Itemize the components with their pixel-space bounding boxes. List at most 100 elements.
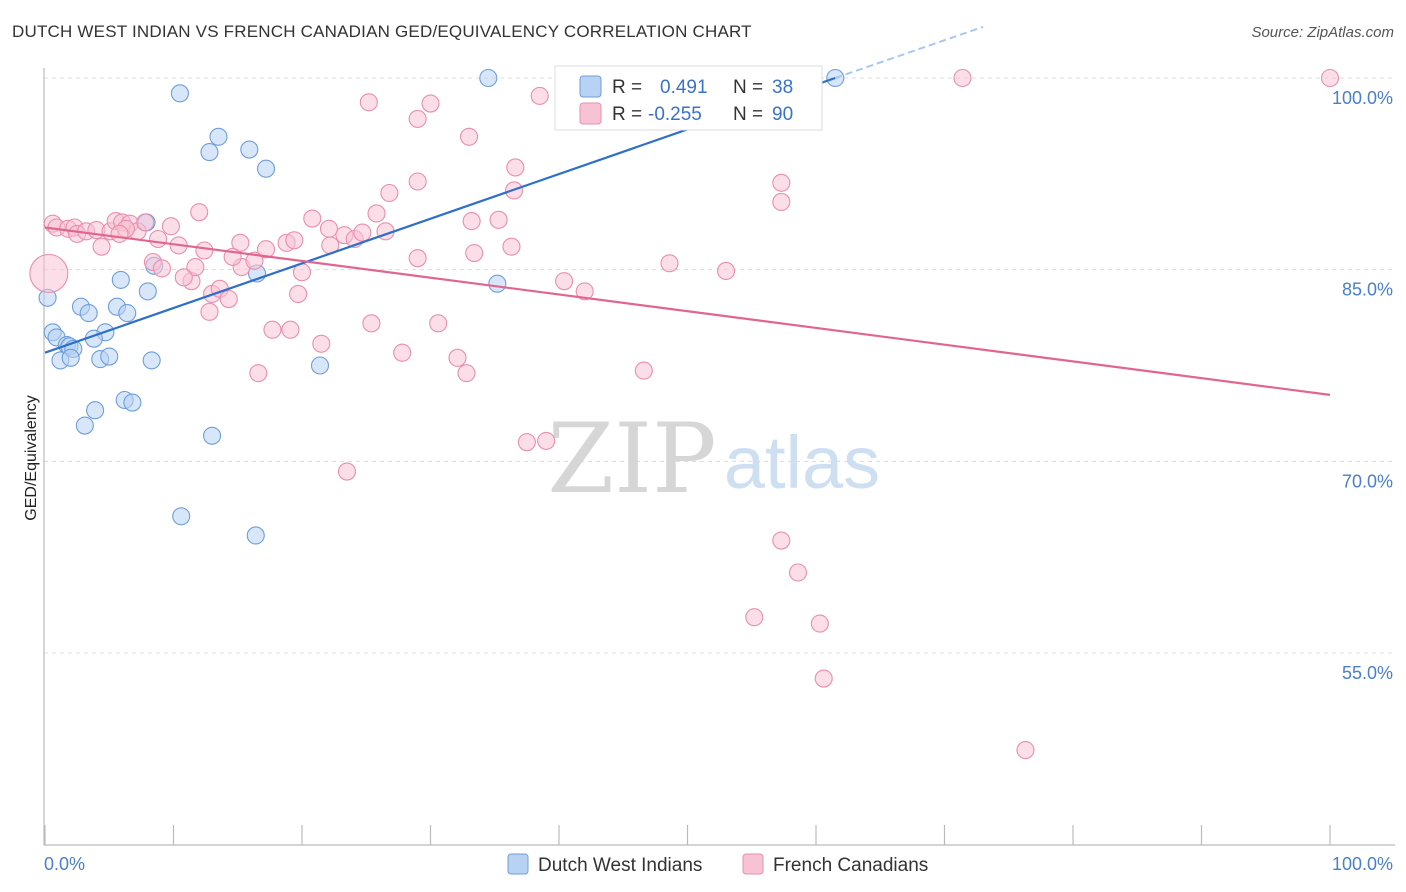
y-axis-label: GED/Equivalency [23,395,40,520]
point-french-canadian [152,259,171,278]
point-french-canadian [489,210,508,229]
point-french-canadian [408,249,427,268]
watermark: ZIP atlas [547,403,880,515]
point-dutch-west-indian [209,127,228,146]
point-french-canadian [245,251,264,270]
y-tick-label: 85.0% [1342,280,1393,300]
point-french-canadian [457,364,476,383]
point-french-canadian [506,158,525,177]
point-dutch-west-indian [138,282,157,301]
point-french-canadian [231,233,250,252]
point-french-canadian [660,254,679,273]
point-dutch-west-indian [61,348,80,367]
point-french-canadian [92,237,111,256]
stats-legend: R = 0.491 N = 38 R = -0.255 N = 90 [554,65,823,131]
point-dutch-west-indian [256,159,276,178]
point-french-canadian [312,334,331,353]
stats-r-value-pink: -0.255 [648,104,702,125]
point-french-canadian [249,364,268,383]
point-dutch-west-indian [100,347,119,366]
point-french-canadian [421,94,440,113]
point-french-canadian [1320,68,1340,88]
point-french-canadian [359,93,378,112]
point-french-canadian [459,127,479,146]
point-french-canadian [380,183,399,203]
point-dutch-west-indian [75,416,94,435]
point-french-canadian [462,212,481,231]
trend-line-extension [834,25,984,79]
point-french-canadian [537,431,556,450]
legend-label-french-canadians: French Canadians [773,855,928,876]
point-french-canadian [772,531,791,550]
point-french-canadian [186,258,205,277]
legend-swatch-dutch-west-indians [507,853,529,875]
point-french-canadian [408,109,427,128]
point-french-canadian [1016,741,1035,760]
watermark-atlas: atlas [724,421,880,504]
point-french-canadian [465,244,484,263]
point-french-canadian [190,203,209,222]
point-french-canadian [161,217,180,236]
legend-label-dutch-west-indians: Dutch West Indians [538,855,702,876]
point-dutch-west-indian [200,143,219,162]
point-dutch-west-indian [170,84,189,103]
stats-legend-swatch-pink [579,102,602,125]
point-french-canadian [110,224,129,243]
point-french-canadian [289,284,308,303]
point-french-canadian [136,213,155,232]
point-french-canadian [429,314,448,333]
point-french-canadian [195,241,214,260]
series-legend: Dutch West Indians French Canadians [507,853,928,876]
stats-n-label-blue: N = [733,77,763,98]
point-french-canadian [788,563,808,582]
point-dutch-west-indian [488,274,507,293]
axes [43,68,1395,846]
point-french-canadian [200,302,219,321]
point-dutch-west-indian [118,304,137,323]
point-dutch-west-indian [86,401,105,420]
point-french-canadian [448,348,467,367]
trend-line-french-canadians [44,226,1331,396]
stats-r-label-blue: R = [612,77,642,98]
point-french-canadian [745,608,764,627]
point-french-canadian [362,314,381,333]
point-french-canadian [149,229,168,249]
stats-r-label-pink: R = [612,104,642,125]
point-dutch-west-indian [172,507,191,526]
point-dutch-west-indian [142,351,161,370]
stats-legend-swatch-blue [579,75,602,98]
point-french-canadian [555,272,574,291]
x-tick-labels: 0.0% 100.0% [44,854,1393,874]
point-french-canadian [772,173,791,192]
stats-n-value-blue: 38 [772,77,793,98]
point-french-canadian [281,320,300,339]
point-french-canadian [367,204,386,223]
y-tick-label: 55.0% [1342,663,1393,683]
point-dutch-west-indian [479,68,498,88]
point-french-canadian [408,172,427,191]
point-french-canadian [256,240,276,259]
point-french-canadian [393,343,412,362]
point-french-canadian [319,219,339,238]
point-french-canadian [634,361,653,380]
point-dutch-west-indian [123,393,142,412]
point-french-canadian [575,282,594,301]
point-french-canadian [814,669,833,688]
chart-title: DUTCH WEST INDIAN VS FRENCH CANADIAN GED… [12,22,752,41]
stats-r-value-blue: 0.491 [660,77,708,98]
point-french-canadian [353,223,372,242]
point-dutch-west-indian [111,270,130,289]
point-french-canadian [772,192,791,211]
point-french-canadian [219,290,238,309]
source-label: Source: ZipAtlas.com [1251,24,1394,41]
point-french-canadian [517,433,536,452]
y-tick-label: 70.0% [1342,471,1393,491]
point-french-canadian [303,209,322,228]
point-dutch-west-indian [246,526,265,545]
point-french-canadian [263,320,282,339]
y-tick-label: 100.0% [1332,88,1393,108]
point-french-canadian [810,614,829,633]
x-tick-label: 0.0% [44,854,85,874]
point-dutch-west-indian [310,356,330,375]
y-tick-labels: 55.0% 70.0% 85.0% 100.0% [1332,88,1393,683]
